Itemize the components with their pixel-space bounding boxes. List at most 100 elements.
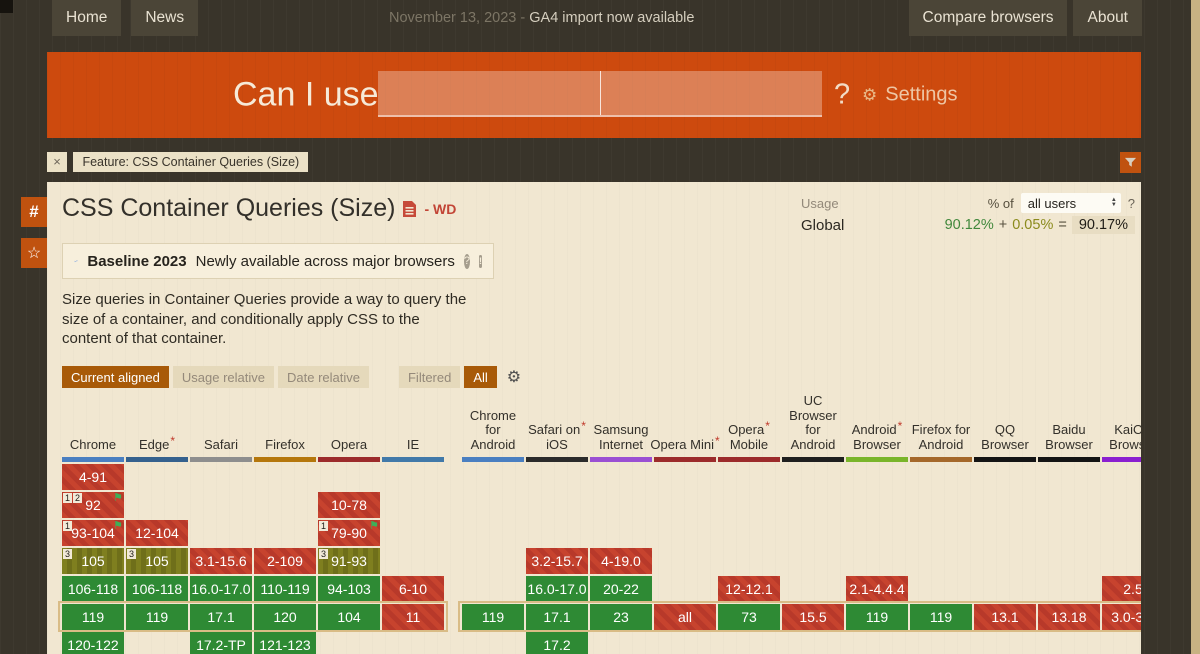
favorite-button[interactable]: ☆ — [21, 238, 47, 268]
version-cell[interactable]: 119 — [846, 604, 908, 630]
version-cell[interactable]: 119 — [126, 604, 188, 630]
version-range: 93-104 — [71, 525, 115, 541]
version-cell[interactable]: 17.1 — [526, 604, 588, 630]
version-cell[interactable]: 13.18 — [1038, 604, 1100, 630]
version-cell[interactable]: 13.1 — [974, 604, 1036, 630]
baseline-help-icon[interactable]: ? — [463, 253, 470, 269]
version-cell[interactable]: 12-12.1 — [718, 576, 780, 602]
version-cell[interactable]: 106-118 — [126, 576, 188, 602]
filter-button[interactable] — [1120, 152, 1141, 173]
browser-column-header: KaiOSBrowser — [1109, 422, 1141, 452]
version-range: 2.5 — [1123, 581, 1141, 597]
current-aligned-button[interactable]: Current aligned — [62, 366, 169, 388]
permalink-button[interactable]: # — [21, 197, 47, 227]
baseline-banner: Baseline 2023 Newly available across maj… — [62, 243, 494, 279]
baseline-feedback-icon[interactable]: ! — [479, 254, 482, 268]
date-relative-button[interactable]: Date relative — [278, 366, 369, 388]
version-cell[interactable]: 91-93 3 — [318, 548, 380, 574]
nav-news-button[interactable]: News — [131, 0, 199, 36]
spec-document-icon[interactable] — [403, 200, 417, 217]
spec-status[interactable]: - WD — [424, 200, 457, 217]
version-cell[interactable]: 110-119 — [254, 576, 316, 602]
version-range: 120 — [273, 609, 297, 625]
browser-color-bar — [126, 457, 188, 462]
version-cell[interactable]: 20-22 — [590, 576, 652, 602]
version-range: 12-104 — [135, 525, 179, 541]
version-range: 106-118 — [131, 581, 183, 597]
browser-column-header: Edge* — [138, 433, 176, 452]
version-cell[interactable]: 16.0-17.0 — [526, 576, 588, 602]
feature-filter-row: × Feature: CSS Container Queries (Size) — [47, 152, 1141, 174]
version-cell[interactable]: 3.2-15.7 — [526, 548, 588, 574]
version-cell[interactable]: 2-109 — [254, 548, 316, 574]
version-cell[interactable]: 73 — [718, 604, 780, 630]
version-cell[interactable]: 17.2-TP — [190, 632, 252, 654]
version-cell[interactable]: 79-90 1 ⚑ — [318, 520, 380, 546]
browser-column-header: Opera* Mobile — [728, 419, 770, 452]
version-cell[interactable]: 17.2 — [526, 632, 588, 654]
usage-audience-select[interactable]: all users ▲ ▼ — [1020, 193, 1121, 213]
version-cell[interactable]: 6-10 — [382, 576, 444, 602]
remove-feature-filter-button[interactable]: × — [47, 152, 67, 172]
version-cell[interactable]: 93-104 1 ⚑ — [62, 520, 124, 546]
audience-value: all users — [1027, 195, 1077, 211]
version-cell[interactable]: 120 — [254, 604, 316, 630]
browser-column-header: Firefox — [265, 436, 305, 452]
table-settings-gear-icon[interactable]: ⚙ — [506, 369, 522, 386]
browser-color-bar — [590, 457, 652, 462]
version-cell[interactable]: 94-103 — [318, 576, 380, 602]
nav-left-group: Home News — [52, 0, 199, 36]
version-cell[interactable]: 2.5 — [1102, 576, 1141, 602]
browser-column-header: QQ Browser — [981, 422, 1029, 452]
version-cell[interactable]: 10-78 — [318, 492, 380, 518]
version-cell[interactable]: 92 1 2 ⚑ — [62, 492, 124, 518]
nav-about-button[interactable]: About — [1073, 0, 1142, 36]
announcement-message[interactable]: GA4 import now available — [529, 10, 695, 26]
version-range: all — [677, 609, 692, 625]
version-cell[interactable]: 119 — [62, 604, 124, 630]
version-cell[interactable]: 4-91 — [62, 464, 124, 490]
top-navigation: Home News November 13, 2023 - GA4 import… — [0, 0, 1200, 36]
version-cell[interactable]: 120-122 — [62, 632, 124, 654]
version-range: 3.2-15.7 — [531, 553, 583, 569]
version-cell[interactable]: 2.1-4.4.4 — [846, 576, 908, 602]
version-cell[interactable]: 121-123 — [254, 632, 316, 654]
version-cell[interactable]: 23 — [590, 604, 652, 630]
usage-help-icon[interactable]: ? — [1127, 195, 1135, 211]
version-cell[interactable]: 119 — [462, 604, 524, 630]
version-cell[interactable]: 104 — [318, 604, 380, 630]
version-cell[interactable]: 119 — [910, 604, 972, 630]
page-scrollbar[interactable] — [1191, 0, 1200, 654]
usage-total-percent: 90.17% — [1071, 216, 1135, 234]
version-range: 110-119 — [260, 581, 310, 597]
feature-search-input[interactable] — [378, 71, 822, 117]
version-cell[interactable]: 16.0-17.0 — [190, 576, 252, 602]
version-cell[interactable]: 4-19.0 — [590, 548, 652, 574]
browser-color-bar — [526, 457, 588, 462]
all-button[interactable]: All — [464, 366, 497, 388]
browser-column-header: Opera Mini* — [650, 433, 720, 452]
version-cell[interactable]: 17.1 — [190, 604, 252, 630]
asterisk-note-icon: * — [581, 419, 586, 433]
version-cell[interactable]: 11 — [382, 604, 444, 630]
version-cell[interactable]: all — [654, 604, 716, 630]
nav-compare-browsers-button[interactable]: Compare browsers — [908, 0, 1068, 36]
version-cell[interactable]: 3.0-3.1 — [1102, 604, 1141, 630]
version-range: 3.1-15.6 — [195, 553, 247, 569]
settings-button[interactable]: ⚙ Settings — [862, 84, 958, 107]
version-range: 17.1 — [543, 609, 571, 625]
version-cell[interactable]: 12-104 — [126, 520, 188, 546]
baseline-check-icon — [74, 259, 79, 263]
browser-column-header: Chrome for Android — [469, 407, 517, 452]
asterisk-note-icon: * — [714, 433, 720, 448]
side-buttons: # ☆ — [21, 197, 47, 279]
usage-relative-button[interactable]: Usage relative — [172, 366, 274, 388]
version-cell[interactable]: 105 3 — [62, 548, 124, 574]
version-cell[interactable]: 15.5 — [782, 604, 844, 630]
version-cell[interactable]: 105 3 — [126, 548, 188, 574]
filtered-button[interactable]: Filtered — [398, 366, 461, 388]
version-cell[interactable]: 106-118 — [62, 576, 124, 602]
version-cell[interactable]: 3.1-15.6 — [190, 548, 252, 574]
nav-home-button[interactable]: Home — [52, 0, 122, 36]
asterisk-note-icon: * — [170, 433, 176, 448]
